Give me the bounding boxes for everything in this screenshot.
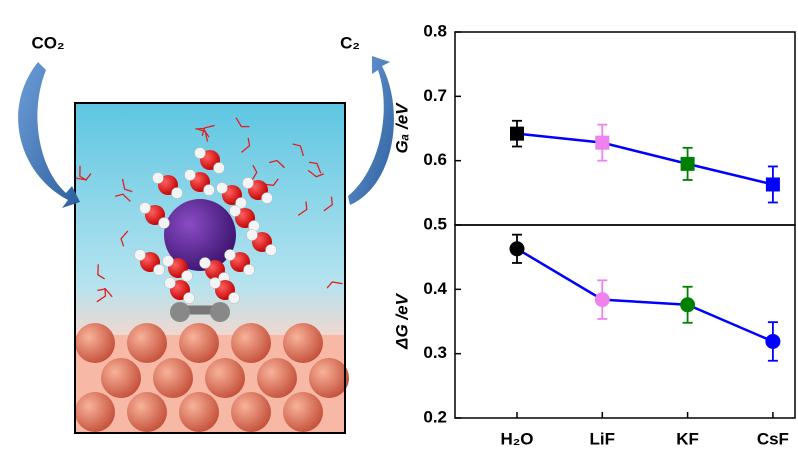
plot-frame: [454, 31, 796, 226]
hydrogen: [194, 147, 206, 159]
water-line: [79, 165, 88, 181]
copper-atom: [127, 392, 167, 432]
hydrogen: [203, 184, 215, 196]
carbon: [210, 302, 230, 322]
marker: [509, 241, 525, 257]
hydrogen: [171, 187, 183, 199]
water-line: [263, 178, 279, 186]
water-line: [115, 193, 131, 202]
copper-atom: [179, 323, 219, 363]
hydrogen: [246, 229, 258, 241]
y-tick-label: 0.3: [423, 343, 447, 362]
hydrogen: [139, 202, 151, 214]
marker: [510, 126, 524, 141]
copper-atom: [101, 358, 141, 398]
marker: [765, 333, 781, 349]
water-line: [96, 287, 107, 303]
water-line: [269, 159, 285, 169]
marker: [680, 297, 696, 313]
water-line: [307, 169, 325, 178]
hydrogen: [152, 172, 164, 184]
water-line: [297, 201, 308, 216]
data-line: [516, 132, 774, 186]
water-line: [235, 117, 250, 128]
y-tick-label: 0.4: [423, 279, 447, 298]
water-line: [323, 196, 333, 212]
hydrogen: [184, 169, 196, 181]
water-line: [308, 161, 322, 174]
y-tick-label: 0.5: [423, 214, 447, 233]
water-line: [97, 264, 105, 280]
water-line: [120, 230, 129, 247]
carbon: [170, 302, 190, 322]
hydrogen: [229, 205, 241, 217]
copper-atom: [283, 392, 323, 432]
solvation-shell: [75, 117, 343, 322]
hydrogen: [164, 277, 176, 289]
hydrogen: [209, 277, 221, 289]
hydrogen: [224, 249, 236, 261]
copper-atom: [153, 358, 193, 398]
marker: [680, 156, 695, 171]
water-line: [121, 178, 133, 193]
ion: [164, 199, 236, 271]
marker: [594, 292, 610, 308]
marker: [765, 177, 780, 192]
water-line: [241, 137, 251, 153]
marker: [595, 135, 610, 150]
copper-atom: [309, 358, 349, 398]
arrow-out: [348, 56, 394, 205]
arrow-in: [18, 62, 81, 208]
hydrogen: [199, 257, 211, 269]
hydrogen: [183, 292, 195, 304]
copper-atom: [75, 392, 115, 432]
hydrogen: [216, 182, 228, 194]
hydrogen: [265, 244, 277, 256]
copper-atom: [127, 323, 167, 363]
hydrogen: [235, 197, 247, 209]
hydrogen: [153, 264, 165, 276]
box-border: [74, 102, 346, 434]
x-tick-label: LiF: [590, 429, 616, 448]
water-line: [201, 124, 215, 136]
hydrogen: [181, 270, 193, 282]
y-tick-label: 0.8: [423, 21, 447, 40]
hydrogen: [228, 292, 240, 304]
water-line: [326, 281, 343, 289]
water-line: [250, 165, 258, 182]
data-line: [516, 247, 774, 343]
hydrogen: [134, 249, 146, 261]
y-axis-label: ΔG /eV: [392, 292, 411, 350]
x-tick-label: CsF: [757, 429, 789, 448]
hydrogen: [261, 192, 273, 204]
hydrogen: [243, 264, 255, 276]
water-line: [195, 127, 210, 138]
hydrogen: [242, 177, 254, 189]
reactant-label: CO₂: [31, 33, 64, 52]
x-tick-label: H₂O: [500, 429, 533, 448]
x-tick-label: KF: [676, 429, 699, 448]
copper-atom: [75, 323, 115, 363]
y-axis-label: Gₐ /eV: [392, 102, 411, 154]
water-line: [292, 143, 305, 157]
copper-atom: [283, 323, 323, 363]
copper-atom: [231, 392, 271, 432]
copper-atom: [205, 358, 245, 398]
hydrogen: [213, 162, 225, 174]
plot-frame: [454, 224, 796, 419]
copper-atom: [257, 358, 297, 398]
hydrogen: [162, 255, 174, 267]
copper-atom: [231, 323, 271, 363]
copper-slab: [75, 323, 349, 433]
y-tick-label: 0.6: [423, 150, 447, 169]
y-tick-label: 0.7: [423, 86, 447, 105]
charts: 0.6 0.7 0.8 Gₐ /eV 0.2 0.3 0.4 0.5 ΔG /eV H₂O LiF K…: [392, 21, 796, 448]
illustration: CO₂ C₂: [18, 33, 394, 434]
y-tick-label: 0.2: [423, 407, 447, 426]
copper-atom: [179, 392, 219, 432]
product-label: C₂: [340, 33, 360, 52]
hydrogen: [158, 217, 170, 229]
